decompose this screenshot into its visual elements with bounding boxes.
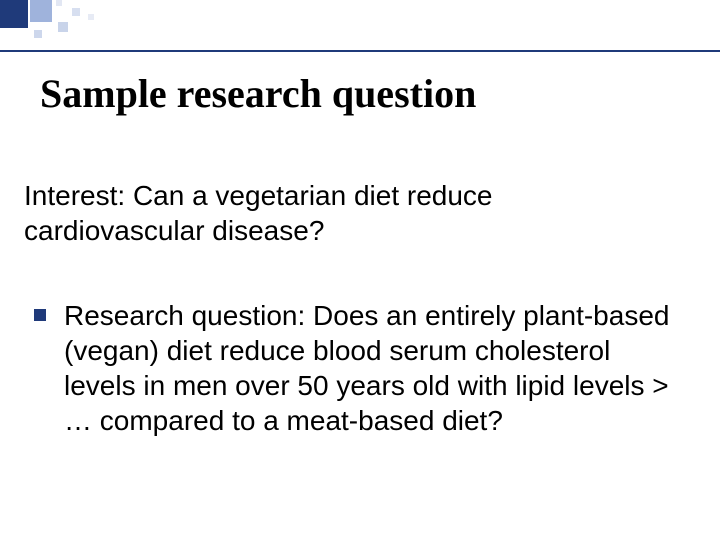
- research-question-item: Research question: Does an entirely plan…: [24, 298, 680, 438]
- decor-square: [58, 22, 68, 32]
- decor-square: [34, 30, 42, 38]
- decor-square: [0, 0, 28, 28]
- horizontal-rule: [0, 50, 720, 52]
- square-bullet-icon: [34, 309, 46, 321]
- interest-text: Interest: Can a vegetarian diet reduce c…: [24, 178, 680, 248]
- slide-title: Sample research question: [40, 70, 476, 117]
- decor-square: [56, 0, 62, 6]
- decor-square: [88, 14, 94, 20]
- decor-square: [72, 8, 80, 16]
- corner-decoration: [0, 0, 140, 50]
- research-question-text: Research question: Does an entirely plan…: [64, 298, 680, 438]
- decor-square: [30, 0, 52, 22]
